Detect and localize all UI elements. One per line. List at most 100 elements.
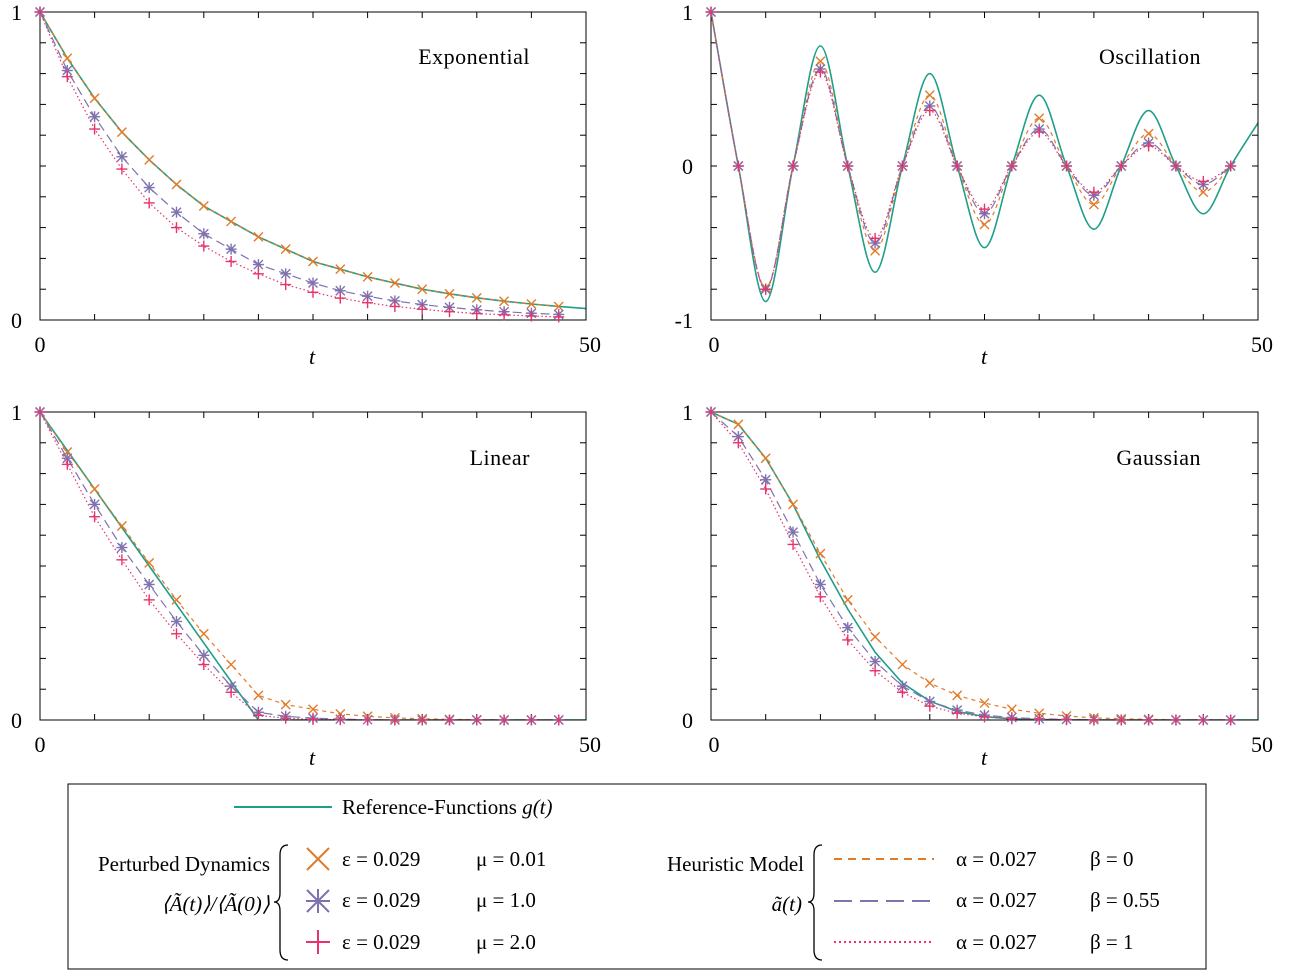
legend-heuristic-beta-2: β = 0.55: [1090, 888, 1160, 912]
panel-exponential-xlabel: t: [309, 344, 316, 369]
data-point-mu-001: [553, 301, 564, 312]
data-point-mu-20: [869, 232, 881, 244]
legend-perturbed-mu-1: μ = 0.01: [476, 847, 546, 871]
data-point-mu-001: [280, 244, 291, 255]
data-point-mu-20: [951, 160, 963, 172]
panel-linear-xtick-50: 50: [579, 732, 601, 757]
panel-linear-plot-area: [40, 412, 586, 720]
data-point-mu-001: [62, 53, 73, 64]
data-point-mu-20: [362, 297, 374, 309]
data-point-mu-20: [198, 240, 210, 252]
data-point-mu-20: [1225, 160, 1237, 172]
data-point-mu-20: [444, 306, 455, 318]
panel-oscillation-xtick-0: 0: [709, 332, 720, 357]
data-point-mu-10: [787, 526, 799, 538]
series-line-mu-001: [40, 412, 559, 720]
data-point-mu-10: [61, 452, 73, 464]
data-point-mu-20: [924, 105, 936, 117]
data-point-mu-001: [116, 520, 127, 531]
data-point-mu-20: [307, 286, 319, 298]
data-point-mu-20: [951, 707, 963, 719]
data-point-mu-20: [705, 406, 717, 418]
data-point-mu-20: [1033, 126, 1045, 138]
data-point-mu-20: [471, 714, 483, 726]
panel-exponential-xtick-0: 0: [35, 332, 46, 357]
data-point-mu-20: [143, 594, 155, 606]
data-point-mu-20: [225, 686, 237, 698]
panel-gaussian-xtick-50: 50: [1251, 732, 1273, 757]
data-point-mu-10: [896, 680, 908, 692]
data-point-mu-001: [897, 659, 908, 670]
data-point-mu-001: [1143, 128, 1154, 139]
series-line-reference: [711, 12, 1258, 303]
data-point-mu-20: [116, 554, 128, 566]
panel-oscillation-ytick-1: 1: [682, 0, 693, 25]
panel-linear-xtick-0: 0: [35, 732, 46, 757]
series-line-mu-001: [40, 12, 559, 308]
data-point-mu-20: [1143, 714, 1155, 726]
panel-exponential-xtick-50: 50: [579, 332, 601, 357]
data-point-mu-001: [870, 631, 881, 642]
data-point-mu-20: [498, 309, 510, 321]
data-point-mu-10: [89, 111, 101, 123]
data-point-mu-20: [252, 268, 264, 280]
data-point-mu-10: [116, 151, 128, 163]
legend-perturbed-mu-2: μ = 1.0: [476, 888, 536, 912]
panel-oscillation-plot-area: [711, 12, 1258, 303]
data-point-mu-10: [869, 655, 881, 667]
data-point-mu-20: [334, 292, 346, 304]
legend: Reference-Functions g(t) Perturbed Dynam…: [67, 783, 1207, 970]
data-point-mu-001: [171, 179, 182, 190]
data-point-mu-10: [252, 259, 264, 271]
data-point-mu-001: [308, 256, 318, 267]
legend-heuristic-alpha-2: α = 0.027: [956, 888, 1037, 912]
data-point-mu-20: [553, 714, 565, 726]
data-point-mu-001: [924, 90, 935, 101]
data-point-mu-10: [116, 542, 128, 554]
panel-linear-ytick-0: 0: [11, 708, 22, 733]
data-point-mu-20: [1225, 714, 1237, 726]
data-point-mu-001: [979, 698, 990, 709]
legend-perturbed-marker-plus: [306, 930, 330, 954]
panel-linear-title: Linear: [470, 445, 531, 470]
panel-oscillation: Oscillation 1 0 -1 0 50 t: [675, 0, 1273, 369]
legend-heuristic-alpha-3: α = 0.027: [956, 930, 1037, 954]
data-point-mu-20: [979, 203, 990, 215]
legend-perturbed-label: Perturbed Dynamics: [98, 852, 270, 876]
data-point-mu-20: [34, 6, 46, 18]
data-point-mu-20: [842, 634, 854, 646]
data-point-mu-20: [362, 714, 374, 726]
data-point-mu-10: [143, 578, 155, 590]
data-point-mu-20: [1115, 160, 1127, 172]
data-point-mu-20: [814, 66, 826, 78]
data-point-mu-20: [171, 222, 182, 234]
data-point-mu-001: [1034, 113, 1045, 124]
data-point-mu-20: [1088, 186, 1100, 198]
data-point-mu-20: [143, 197, 155, 209]
series-line-mu-001: [711, 412, 1231, 720]
legend-reference-label: Reference-Functions g(t): [342, 795, 553, 819]
legend-heuristic-alpha-1: α = 0.027: [956, 847, 1037, 871]
data-point-mu-20: [732, 437, 744, 449]
data-point-mu-20: [896, 686, 908, 698]
panel-oscillation-ytick-0: 0: [682, 154, 693, 179]
data-point-mu-20: [1006, 160, 1018, 172]
data-point-mu-10: [307, 277, 319, 289]
data-point-mu-20: [924, 700, 936, 712]
panel-gaussian: Gaussian 1 0 0 50 t: [682, 400, 1273, 770]
data-point-mu-20: [171, 628, 182, 640]
data-point-mu-001: [198, 628, 209, 639]
panel-oscillation-xlabel: t: [981, 344, 988, 369]
data-point-mu-20: [525, 714, 537, 726]
data-point-mu-10: [842, 622, 854, 634]
data-point-mu-001: [198, 201, 209, 212]
panel-oscillation-frame: [710, 11, 1259, 321]
data-point-mu-001: [89, 93, 100, 104]
data-point-mu-20: [732, 160, 744, 172]
data-point-mu-001: [499, 296, 510, 307]
series-line-mu-10: [711, 412, 1231, 720]
data-point-mu-20: [979, 711, 990, 723]
data-point-mu-20: [198, 659, 210, 671]
data-point-mu-20: [89, 123, 101, 135]
data-point-mu-20: [760, 283, 772, 295]
